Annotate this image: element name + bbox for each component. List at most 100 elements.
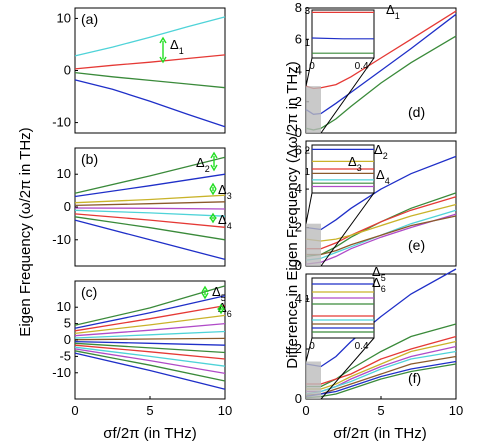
left-x-axis-label: σf/2π (in THz) — [103, 425, 197, 442]
panel-c-series-7 — [74, 337, 226, 341]
panel-c-xtick-label: 10 — [218, 403, 232, 418]
panel-b-ytick-label: 0 — [64, 199, 71, 214]
panel-c-ytick-label: -10 — [52, 365, 71, 380]
panel-d-zoom-line-2 — [320, 57, 375, 134]
panel-d-ytick-label: 4 — [295, 63, 302, 78]
panel-c-series-8 — [74, 340, 226, 346]
panel-e-zoom-line-1 — [305, 192, 313, 224]
panel-f-xtick-label: 5 — [377, 403, 384, 418]
panel-c-series-4 — [74, 314, 226, 335]
panel-c-series-13 — [74, 350, 226, 382]
panel-b-label: (b) — [81, 151, 98, 167]
panel-d-inset-series-2 — [311, 37, 374, 40]
panel-e-label: (e) — [408, 237, 425, 253]
panel-e-shaded-region — [306, 223, 321, 266]
panel-a-ytick-label: -10 — [52, 115, 71, 130]
panel-d-ytick-label: 0 — [295, 125, 302, 140]
panel-b-series-3 — [74, 194, 226, 204]
panel-f-zoom-line-2 — [320, 337, 375, 400]
panel-f-ytick-label: 4 — [295, 291, 302, 306]
delta-6-arrow-head-bottom — [217, 307, 225, 315]
panel-a-ytick-label: 10 — [57, 10, 71, 25]
panel-e-inset-ytick-label: 1 — [304, 167, 310, 178]
panel-d-inset-ytick-label: 1 — [304, 38, 310, 49]
panel-b-series-2 — [74, 173, 226, 198]
panel-c-series-11 — [74, 346, 226, 367]
panel-e-zoom-line-2 — [320, 192, 375, 267]
panel-d-inset-ytick-label: 3 — [304, 6, 310, 17]
panel-c-ytick-label: 10 — [57, 299, 71, 314]
panel-c-series-3 — [74, 304, 226, 332]
panel-b-series-6 — [74, 209, 226, 217]
panel-e-ytick-label: 0 — [295, 258, 302, 273]
panel-e-ytick-label: 4 — [295, 181, 302, 196]
panel-a-series-2 — [74, 54, 226, 70]
panel-b-series-8 — [74, 216, 226, 241]
panel-d-ytick-label: 6 — [295, 31, 302, 46]
panel-f-label: (f) — [408, 370, 421, 386]
panel-c-xtick-label: 0 — [71, 403, 78, 418]
delta-3-arrow-head-top — [209, 182, 217, 190]
panel-e-ytick-label: 6 — [295, 143, 302, 158]
panel-b-series-7 — [74, 213, 226, 228]
delta-5-arrow-head-top — [201, 285, 209, 293]
panel-b-series-1 — [74, 156, 226, 194]
delta-5-arrow-head-bottom — [201, 292, 209, 300]
panel-b-series-9 — [74, 219, 226, 261]
panel-d-ytick-label: 2 — [295, 94, 302, 109]
panel-f-inset-xtick-label: 0 — [309, 341, 315, 352]
panel-d-inset-xtick-label: 0 — [309, 61, 315, 72]
panel-f-inset-xtick-label: 0.4 — [355, 341, 369, 352]
panel-e-ytick-label: 2 — [295, 220, 302, 235]
panel-b-ytick-label: -10 — [52, 232, 71, 247]
panel-c-ytick-label: 5 — [64, 316, 71, 331]
panel-b-series-4 — [74, 201, 226, 207]
panel-c-series-6 — [74, 330, 226, 339]
panel-c-series-14 — [74, 352, 226, 390]
panel-f-inset-ytick-label: 1 — [304, 294, 310, 305]
panel-c-ytick-label: 0 — [64, 332, 71, 347]
panel-f-xtick-label: 10 — [449, 403, 463, 418]
panel-d-inset-frame — [311, 9, 375, 59]
panel-f-ytick-label: 2 — [295, 341, 302, 356]
panel-a-series-4 — [74, 79, 226, 128]
panel-c-label: (c) — [81, 284, 97, 300]
panel-a-frame — [74, 7, 226, 134]
panel-f-ytick-label: 0 — [295, 391, 302, 406]
panel-c-series-12 — [74, 348, 226, 375]
panel-a-series-3 — [74, 71, 226, 89]
panel-c-series-9 — [74, 342, 226, 354]
right-y-axis-label: Difference in Eigen Frequency (Δω/2π in … — [284, 61, 301, 369]
left-y-axis-label: Eigen Frequency (ω/2π in THz) — [17, 127, 34, 336]
panel-a-series-1 — [74, 16, 226, 57]
delta-3-arrow-head-bottom — [209, 188, 217, 196]
delta-1-arrow-head-top — [159, 36, 167, 44]
panel-c-series-1 — [74, 285, 226, 326]
panel-a-ytick-label: 0 — [64, 63, 71, 78]
panel-f-shaded-region — [306, 361, 321, 399]
panel-f-inset-frame — [311, 277, 375, 339]
panel-c-series-10 — [74, 344, 226, 360]
panel-e-inset-ytick-label: 2 — [304, 145, 310, 156]
panel-d-inset-xtick-label: 0.4 — [355, 61, 369, 72]
panel-c-xtick-label: 5 — [146, 403, 153, 418]
panel-d-shaded-region — [306, 86, 321, 133]
delta-4-arrow-head-bottom — [209, 216, 217, 224]
panel-c-ytick-label: -5 — [59, 348, 71, 363]
panel-b-series-5 — [74, 207, 226, 210]
delta-2-arrow-head-bottom — [210, 164, 218, 172]
panel-b-frame — [74, 147, 226, 267]
panel-c-series-5 — [74, 322, 226, 337]
panel-d-ytick-label: 8 — [295, 0, 302, 15]
panel-a-label: (a) — [81, 11, 98, 27]
panel-d-zoom-line-1 — [305, 57, 313, 87]
delta-2-arrow-head-top — [210, 151, 218, 159]
panel-b-ytick-label: 10 — [57, 166, 71, 181]
panel-f-xtick-label: 0 — [302, 403, 309, 418]
delta-1-arrow-head-bottom — [159, 56, 167, 64]
panel-c-series-2 — [74, 295, 226, 329]
right-x-axis-label: σf/2π (in THz) — [333, 425, 427, 442]
panel-d-label: (d) — [408, 104, 425, 120]
panel-f-zoom-line-1 — [305, 337, 313, 362]
